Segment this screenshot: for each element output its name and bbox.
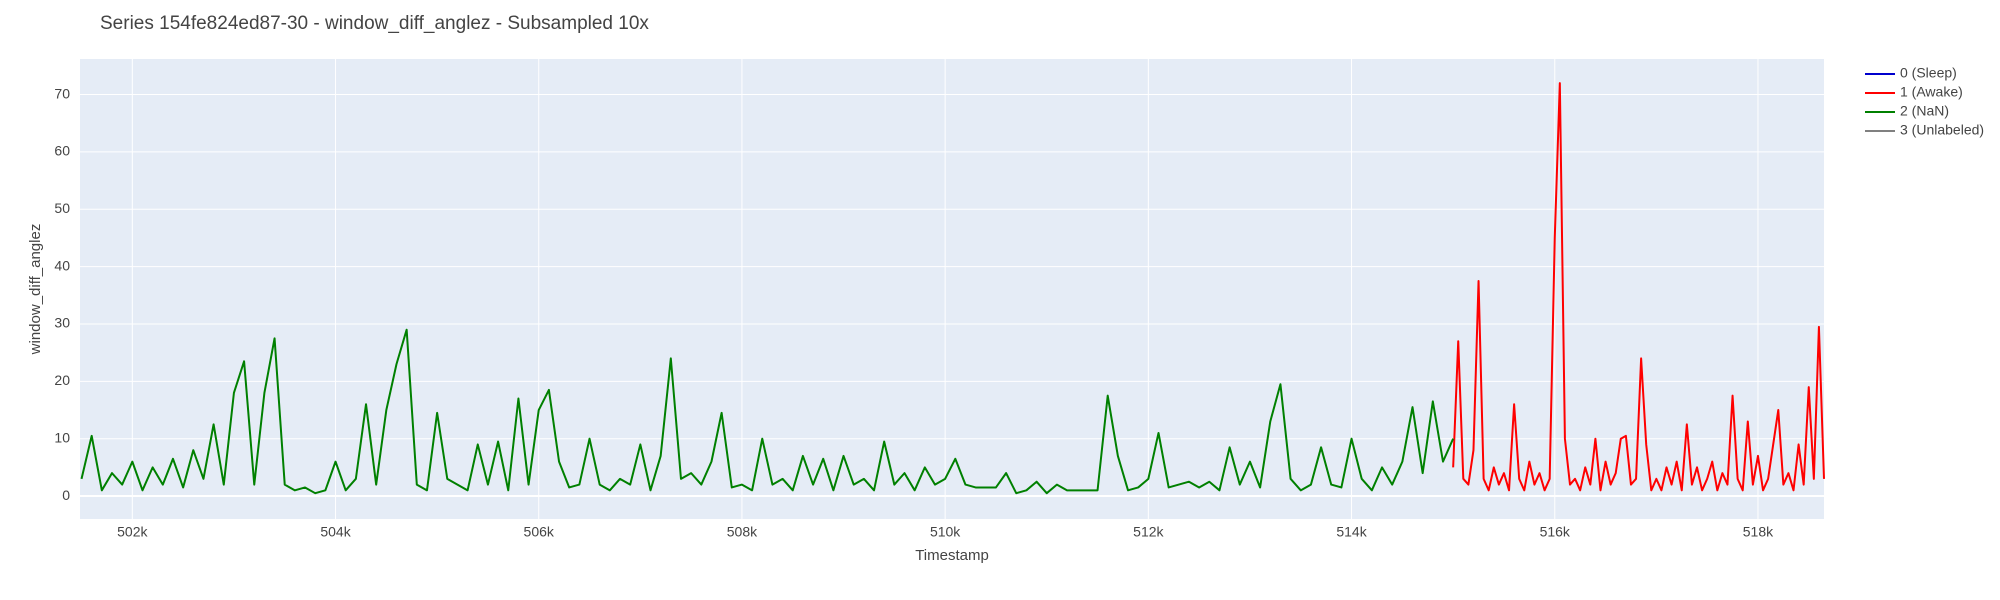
x-axis-title: Timestamp bbox=[915, 547, 989, 564]
x-tick-label: 508k bbox=[727, 524, 758, 540]
y-tick-label: 0 bbox=[62, 487, 70, 503]
legend-label: 0 (Sleep) bbox=[1900, 65, 1957, 81]
x-tick-label: 510k bbox=[930, 524, 961, 540]
y-tick-label: 50 bbox=[54, 200, 70, 216]
legend-label: 2 (NaN) bbox=[1900, 103, 1949, 119]
chart-title: Series 154fe824ed87-30 - window_diff_ang… bbox=[100, 13, 649, 34]
x-tick-label: 516k bbox=[1540, 524, 1571, 540]
legend-label: 1 (Awake) bbox=[1900, 84, 1963, 100]
x-tick-label: 512k bbox=[1133, 524, 1164, 540]
x-tick-label: 506k bbox=[524, 524, 555, 540]
series-line bbox=[1452, 82, 1825, 492]
x-tick-label: 502k bbox=[117, 524, 148, 540]
y-tick-label: 70 bbox=[54, 85, 70, 101]
x-tick-label: 518k bbox=[1743, 524, 1774, 540]
legend-label: 3 (Unlabeled) bbox=[1900, 122, 1984, 138]
y-tick-label: 30 bbox=[54, 315, 70, 331]
x-tick-label: 504k bbox=[320, 524, 351, 540]
y-tick-label: 10 bbox=[54, 429, 70, 445]
y-axis-title: window_diff_anglez bbox=[27, 224, 44, 356]
y-tick-label: 20 bbox=[54, 372, 70, 388]
x-tick-label: 514k bbox=[1336, 524, 1367, 540]
y-tick-label: 60 bbox=[54, 143, 70, 159]
series-line bbox=[80, 328, 1455, 495]
y-tick-label: 40 bbox=[54, 257, 70, 273]
